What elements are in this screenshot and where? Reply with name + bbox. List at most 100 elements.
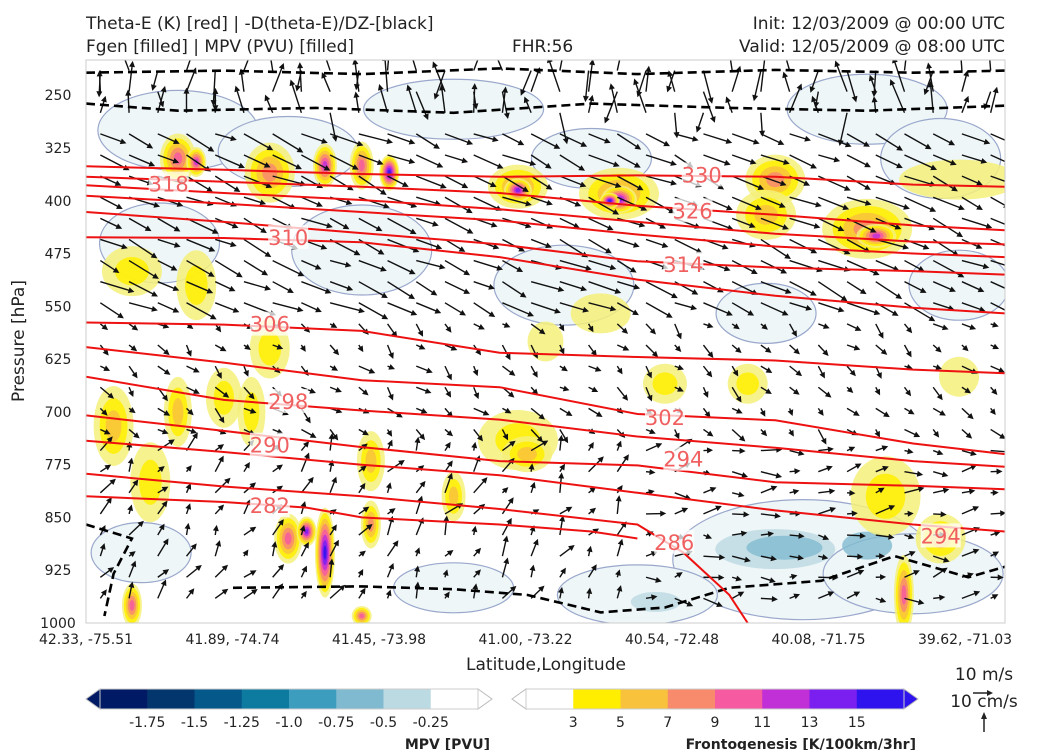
wind-vector-head xyxy=(615,569,621,577)
wind-vector-head xyxy=(798,450,805,456)
wind-vector-head xyxy=(409,52,415,59)
y-tick-label: 625 xyxy=(45,352,72,368)
wind-vector-head xyxy=(471,83,478,90)
wind-vector xyxy=(559,546,572,557)
wind-vector-head xyxy=(717,183,725,190)
wind-vector xyxy=(416,175,444,188)
wind-vector xyxy=(272,566,282,578)
wind-vector-head xyxy=(129,407,136,414)
wind-vector-head xyxy=(939,594,946,601)
wind-vector xyxy=(272,302,300,311)
wind-vector-head xyxy=(331,476,337,484)
wind-vector-head xyxy=(881,445,889,452)
wind-vector-head xyxy=(614,288,622,294)
wind-vector-head xyxy=(553,143,561,149)
wind-vector-head xyxy=(158,523,165,531)
colorbar-segment xyxy=(620,689,669,709)
wind-vector-head xyxy=(1000,510,1005,517)
wind-vector-head xyxy=(558,324,565,332)
wind-vector-head xyxy=(102,349,109,356)
wind-vector-head xyxy=(332,348,340,356)
wind-vector xyxy=(731,386,740,400)
colorbar-segment xyxy=(667,689,716,709)
wind-vector-head xyxy=(507,497,514,504)
wind-vector xyxy=(99,386,112,397)
wind-vector xyxy=(502,133,522,144)
wind-vector-head xyxy=(380,189,387,195)
theta-e-contour xyxy=(86,165,1005,188)
wind-vector-head xyxy=(605,247,612,254)
wind-vector xyxy=(329,302,362,312)
theta-e-contour xyxy=(86,175,1005,232)
wind-vector xyxy=(301,428,314,437)
wind-vector-head xyxy=(433,143,440,149)
wind-vector-head xyxy=(381,292,388,299)
wind-vector xyxy=(243,386,253,397)
wind-vector-head xyxy=(502,433,509,441)
colorbar-label: Frontogenesis [K/100km/3hr] xyxy=(686,737,916,750)
wind-vector xyxy=(990,154,1005,163)
wind-vector-head xyxy=(864,184,871,190)
wind-vector-head xyxy=(146,142,154,149)
wind-vector-head xyxy=(206,186,214,193)
wind-vector xyxy=(387,302,414,315)
wind-vector-head xyxy=(401,181,409,187)
wind-vector-head xyxy=(843,185,851,191)
wind-vector-head xyxy=(419,480,426,488)
wind-vector-head xyxy=(992,551,1000,557)
colorbar-segment xyxy=(194,689,243,709)
wind-vector-head xyxy=(557,286,565,293)
fgen-colorbar: 3 5 7 9 11 13 15 Frontogenesis [K/100km/3hr] xyxy=(511,688,919,750)
wind-vector xyxy=(839,112,848,143)
wind-vector xyxy=(559,217,577,227)
wind-vector xyxy=(846,571,861,578)
wind-vector-head xyxy=(509,440,516,447)
wind-vector xyxy=(530,154,549,168)
wind-vector xyxy=(645,154,674,165)
wind-vector-head xyxy=(471,525,478,533)
wind-vector-head xyxy=(677,364,684,371)
wind-vector xyxy=(984,91,992,107)
wind-vector-head xyxy=(368,368,376,374)
wind-vector xyxy=(616,60,621,71)
wind-vector-head xyxy=(398,459,405,466)
wind-vector-head xyxy=(259,199,267,206)
wind-vector-head xyxy=(783,52,789,59)
wind-vector-head xyxy=(725,138,733,144)
wind-vector xyxy=(961,259,986,268)
wind-vector-head xyxy=(716,601,723,607)
wind-vector-head xyxy=(964,387,972,394)
wind-vector-head xyxy=(185,503,192,510)
wind-vector-head xyxy=(445,390,452,398)
colorbar-tick: 11 xyxy=(753,715,771,731)
wind-vector-head xyxy=(321,138,328,144)
wind-vector xyxy=(128,217,149,230)
wind-vector xyxy=(99,302,121,317)
wind-vector xyxy=(731,217,753,227)
wind-vector-head xyxy=(822,323,830,329)
wind-vector xyxy=(387,217,414,233)
wind-vector-head xyxy=(998,367,1005,373)
wind-vector-head xyxy=(706,370,713,378)
wind-vector-head xyxy=(532,371,538,378)
wind-vector-head xyxy=(529,481,536,489)
wind-vector-head xyxy=(826,465,833,472)
theta-e-contour xyxy=(86,236,1005,315)
wind-vector-head xyxy=(993,530,1001,537)
wind-vector-head xyxy=(882,465,889,472)
wind-vector xyxy=(185,70,196,92)
wind-vector-head xyxy=(709,116,716,123)
wind-vector xyxy=(904,154,934,169)
wind-vector-head xyxy=(743,511,750,518)
wind-vector-head xyxy=(732,369,739,377)
wind-vector-head xyxy=(131,324,139,331)
wind-vector-head xyxy=(517,139,525,146)
wind-vector-head xyxy=(132,479,139,487)
wind-vector-head xyxy=(663,140,670,147)
wind-vector xyxy=(128,302,155,311)
wind-vector-head xyxy=(263,162,271,168)
wind-vector xyxy=(559,259,589,270)
wind-vector xyxy=(818,154,837,161)
wind-vector-head xyxy=(331,524,337,532)
wind-vector-head xyxy=(792,488,800,495)
